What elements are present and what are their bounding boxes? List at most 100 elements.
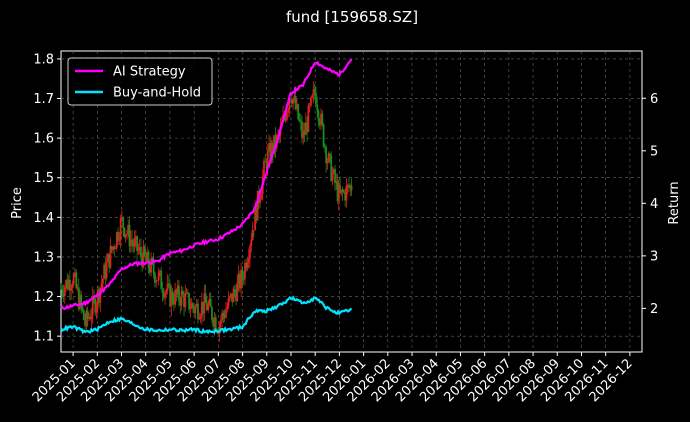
candle-body	[103, 264, 106, 280]
candle-body	[288, 100, 291, 110]
candle-body	[232, 289, 235, 303]
candle-body	[61, 288, 64, 294]
candle-body	[244, 262, 246, 280]
candle-body	[247, 258, 250, 263]
candle-body	[326, 161, 329, 164]
candle-body	[113, 246, 116, 250]
candle-body	[77, 287, 80, 309]
candle-body	[108, 253, 111, 268]
candle-body	[269, 143, 272, 160]
candle-body	[62, 293, 65, 297]
candle-body	[166, 283, 169, 291]
candle-body	[136, 236, 139, 252]
candle-body	[161, 288, 164, 294]
legend-label: Buy-and-Hold	[113, 86, 201, 101]
candle-body	[311, 95, 314, 98]
candle-body	[153, 273, 156, 283]
candle-body	[321, 113, 324, 125]
candle-body	[231, 293, 234, 303]
candle-body	[236, 282, 239, 301]
candle-body	[184, 293, 187, 308]
candle-body	[334, 169, 336, 183]
candle-body	[212, 319, 215, 327]
candle-body	[200, 301, 203, 317]
candle-body	[188, 293, 191, 310]
candle-body	[122, 216, 125, 228]
candle-body	[159, 270, 161, 273]
candle-body	[237, 273, 240, 283]
candle-body	[274, 135, 277, 149]
candle-body	[134, 236, 137, 240]
candle-body	[95, 305, 98, 313]
candle-body	[304, 122, 307, 135]
candle-body	[294, 96, 297, 110]
y-right-tick-label: 4	[650, 197, 658, 212]
y-axis-label-left: Price	[10, 187, 25, 219]
candle-body	[176, 285, 179, 295]
candle-body	[259, 199, 262, 204]
candle-body	[142, 246, 145, 267]
candle-body	[67, 279, 70, 289]
candle-body	[131, 239, 133, 243]
candle-body	[335, 181, 338, 183]
candle-body	[270, 143, 273, 160]
candle-body	[221, 312, 224, 321]
candle-body	[65, 279, 67, 288]
candle-body	[227, 297, 230, 308]
candle-body	[350, 185, 353, 191]
candle-body	[301, 122, 303, 138]
y-left-tick-label: 1.4	[33, 211, 54, 226]
candle-body	[180, 290, 183, 306]
ai-strategy-line	[60, 58, 353, 311]
candle-body	[107, 253, 109, 263]
candle-body	[213, 317, 216, 327]
candle-body	[128, 224, 131, 246]
candle-body	[318, 120, 321, 126]
candle-body	[266, 150, 269, 169]
candle-body	[178, 285, 180, 301]
candle-body	[299, 120, 302, 123]
candle-body	[325, 146, 328, 164]
candle-body	[346, 184, 349, 186]
candle-body	[129, 239, 132, 246]
candle-body	[91, 295, 94, 316]
candle-body	[143, 246, 146, 256]
candle-body	[303, 131, 306, 135]
candle-body	[330, 155, 333, 181]
candle-body	[167, 283, 170, 285]
candle-body	[84, 320, 87, 326]
candle-body	[252, 230, 255, 231]
candle-body	[292, 98, 295, 104]
candle-body	[169, 284, 171, 307]
candle-body	[124, 234, 127, 237]
candle-body	[240, 269, 243, 289]
candle-body	[174, 289, 177, 305]
y-axis-label-right: Return	[667, 181, 682, 224]
candle-body	[327, 153, 330, 162]
candle-body	[315, 93, 317, 105]
candle-body	[256, 190, 259, 221]
chart-title: fund [159658.SZ]	[286, 8, 418, 26]
candle-body	[298, 119, 301, 121]
candle-body	[150, 258, 152, 273]
candle-body	[162, 293, 165, 298]
candle-body	[307, 105, 310, 132]
candle-body	[297, 104, 300, 120]
candle-body	[96, 289, 99, 306]
y-right-tick-label: 2	[650, 302, 658, 317]
candle-body	[312, 89, 315, 96]
candle-body	[179, 300, 182, 306]
candle-body	[323, 146, 326, 148]
y-left-tick-label: 1.5	[33, 171, 54, 186]
candle-body	[317, 110, 320, 121]
candle-body	[112, 246, 114, 251]
candle-body	[193, 308, 196, 313]
candle-body	[109, 245, 112, 268]
candle-body	[211, 307, 213, 320]
candle-body	[245, 262, 248, 269]
candle-body	[80, 294, 83, 307]
candle-body	[76, 287, 79, 289]
candle-body	[345, 185, 348, 201]
candle-body	[138, 246, 141, 250]
